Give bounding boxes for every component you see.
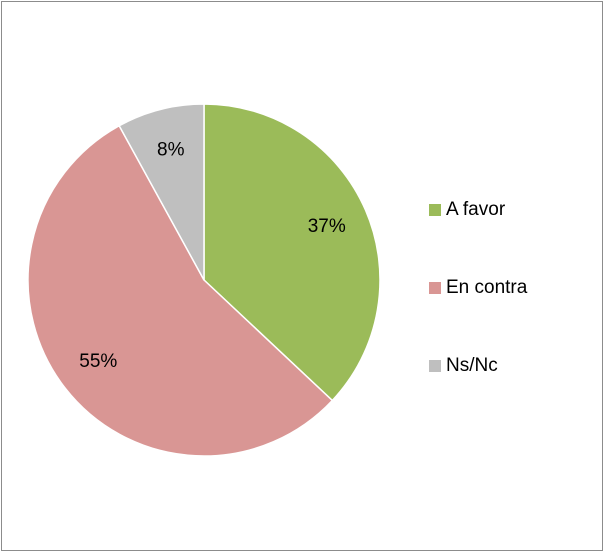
legend-label: A favor (446, 199, 506, 220)
pie-slice (27, 124, 334, 457)
data-label: 55% (79, 351, 117, 372)
pie-slice (203, 103, 381, 402)
legend-swatch (429, 204, 441, 216)
data-label: 8% (157, 139, 185, 160)
pie-slice (118, 103, 205, 281)
legend-label: Ns/Nc (446, 355, 498, 376)
legend-label: En contra (446, 277, 528, 298)
data-label: 37% (308, 216, 346, 237)
legend-swatch (429, 360, 441, 372)
legend-swatch (429, 282, 441, 294)
